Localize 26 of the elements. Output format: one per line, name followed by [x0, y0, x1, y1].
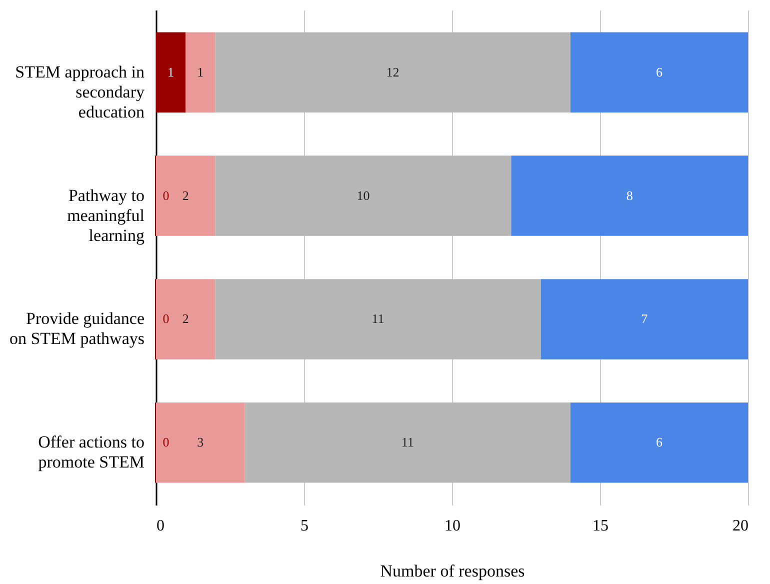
- data-label: 11: [401, 434, 414, 450]
- data-label: 2: [182, 188, 189, 203]
- x-axis-title: Number of responses: [380, 562, 525, 580]
- x-tick-label: 10: [444, 518, 460, 534]
- data-label: 1: [197, 64, 204, 80]
- data-label: 10: [356, 188, 370, 203]
- data-label: 12: [386, 64, 400, 80]
- x-tick-label: 15: [592, 518, 608, 534]
- data-label: 11: [372, 311, 384, 326]
- data-label: 3: [197, 434, 204, 450]
- data-label: 0: [162, 434, 170, 450]
- data-label: 8: [626, 188, 633, 203]
- data-label: 0: [162, 311, 170, 326]
- data-label: 2: [182, 311, 189, 326]
- x-tick-label: 5: [300, 518, 308, 534]
- y-tick-label: Pathway to meaningful learning: [67, 186, 145, 245]
- y-tick-label: STEM approach in secondary education: [15, 62, 145, 122]
- y-tick-label: Offer actions to promote STEM: [38, 432, 144, 472]
- x-tick-label: 20: [732, 518, 748, 534]
- x-tick-label: 0: [156, 518, 164, 534]
- data-label: 7: [641, 311, 648, 326]
- y-tick-label: Provide guidance on STEM pathways: [9, 309, 144, 348]
- data-label: 6: [656, 64, 663, 80]
- data-label: 6: [656, 434, 663, 450]
- data-label: 0: [162, 188, 170, 203]
- data-label: 1: [168, 64, 174, 80]
